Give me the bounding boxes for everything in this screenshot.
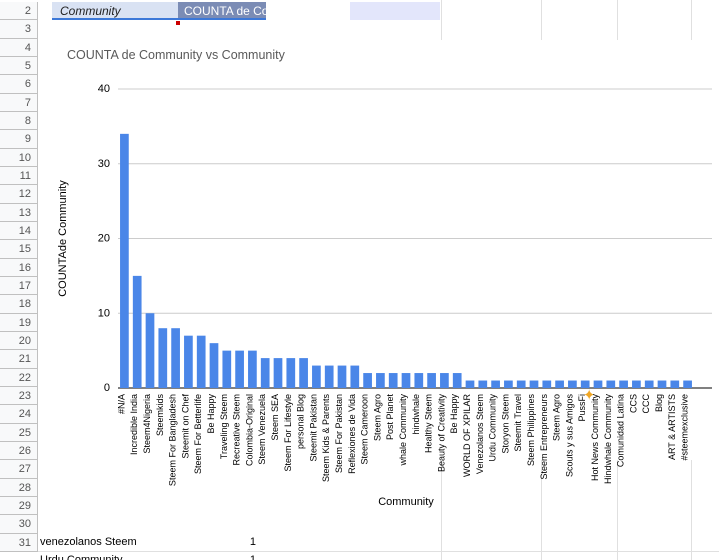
svg-text:ART & ARTISTS: ART & ARTISTS (667, 394, 677, 460)
svg-text:hindwhale: hindwhale (411, 394, 421, 435)
svg-text:20: 20 (98, 233, 110, 245)
svg-text:Steem For Bangladesh: Steem For Bangladesh (168, 394, 178, 486)
svg-text:Steemit Pakistan: Steemit Pakistan (308, 394, 318, 462)
svg-text:Healthy Steem: Healthy Steem (424, 394, 434, 453)
svg-text:Steem For Pakistan: Steem For Pakistan (334, 394, 344, 473)
svg-text:WORLD OF XPILAR: WORLD OF XPILAR (462, 394, 472, 478)
svg-text:Traveling Steem: Traveling Steem (219, 394, 229, 459)
svg-text:personal Blog: personal Blog (296, 394, 306, 449)
svg-text:Be Happy: Be Happy (449, 394, 459, 434)
svg-text:CCS: CCS (628, 394, 638, 413)
svg-text:Steem Kids & Parents: Steem Kids & Parents (321, 394, 331, 483)
svg-text:Reflexiones de Vida: Reflexiones de Vida (347, 394, 357, 474)
svg-text:Steem Entrepreneurs: Steem Entrepreneurs (539, 394, 549, 480)
svg-text:Steem For Lifestyle: Steem For Lifestyle (283, 394, 293, 472)
svg-text:Steem Philippines: Steem Philippines (526, 394, 536, 467)
svg-text:Beauty of Creativity: Beauty of Creativity (436, 394, 446, 473)
svg-text:Scouts y sus Amigos: Scouts y sus Amigos (564, 394, 574, 478)
svg-text:Steemit Travel: Steemit Travel (513, 394, 523, 452)
svg-text:Comunidad Latina: Comunidad Latina (616, 394, 626, 467)
svg-text:#steemexclusive: #steemexclusive (680, 394, 690, 461)
svg-text:Community: Community (378, 496, 434, 508)
svg-text:Venezolanos Steem: Venezolanos Steem (475, 394, 485, 474)
svg-text:#N/A: #N/A (116, 394, 126, 414)
svg-text:40: 40 (98, 83, 110, 95)
svg-text:Hindwhale Community: Hindwhale Community (603, 394, 613, 485)
svg-text:Steem For Betterlife: Steem For Betterlife (193, 394, 203, 474)
svg-text:whale Community: whale Community (398, 394, 408, 467)
svg-text:Steemit on Chef: Steemit on Chef (180, 394, 190, 459)
svg-text:0: 0 (104, 382, 110, 394)
svg-text:Incredible India: Incredible India (129, 394, 139, 455)
svg-text:Hot News Community: Hot News Community (590, 394, 600, 482)
svg-text:Post Planet: Post Planet (385, 394, 395, 441)
svg-text:COUNTAde Community: COUNTAde Community (57, 180, 69, 297)
svg-text:Storyon Steem: Storyon Steem (500, 394, 510, 454)
svg-text:Recreative Steem: Recreative Steem (232, 394, 242, 466)
svg-text:Urdu Community: Urdu Community (488, 394, 498, 462)
svg-text:Steem SEA: Steem SEA (270, 394, 280, 441)
svg-text:Steem Venezuela: Steem Venezuela (257, 394, 267, 465)
svg-text:Steem Cameroon: Steem Cameroon (360, 394, 370, 465)
svg-text:Steem Agro: Steem Agro (372, 394, 382, 441)
svg-text:Blog: Blog (654, 394, 664, 412)
svg-text:Colombia-Original: Colombia-Original (244, 394, 254, 466)
svg-text:30: 30 (98, 158, 110, 170)
svg-text:Steem4Nigeria: Steem4Nigeria (142, 394, 152, 454)
svg-text:10: 10 (98, 307, 110, 319)
svg-text:Be Happy: Be Happy (206, 394, 216, 434)
svg-text:Steem Agro: Steem Agro (552, 394, 562, 441)
svg-text:CCC: CCC (641, 394, 651, 414)
svg-text:Steemkids: Steemkids (155, 394, 165, 437)
